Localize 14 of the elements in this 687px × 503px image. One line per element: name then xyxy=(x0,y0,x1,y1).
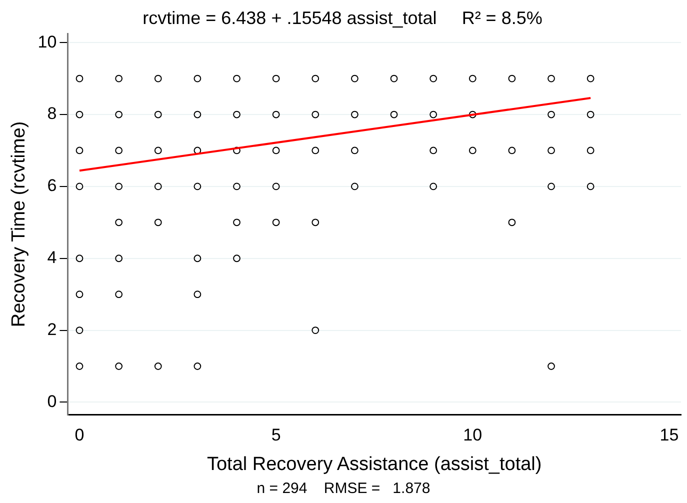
y-axis-title: Recovery Time (rcvtime) xyxy=(8,121,30,328)
x-axis-title: Total Recovery Assistance (assist_total) xyxy=(206,454,542,475)
y-tick-label: 6 xyxy=(47,176,57,196)
y-tick-label: 10 xyxy=(38,32,57,52)
x-tick-label: 15 xyxy=(660,426,679,445)
text: n = 294 RMSE = 1.878 xyxy=(256,480,432,497)
x-tick-label: 5 xyxy=(271,426,281,445)
x-tick-label: 10 xyxy=(463,426,482,445)
y-tick-label: 2 xyxy=(47,320,57,339)
y-tick-label: 4 xyxy=(47,248,57,268)
y-tick-label: 0 xyxy=(47,392,57,411)
y-tick-label: 8 xyxy=(47,104,57,124)
x-tick-label: 0 xyxy=(74,426,84,445)
chart-title: rcvtime = 6.438 + .15548 assist_total R² = 8.5% xyxy=(142,8,542,28)
